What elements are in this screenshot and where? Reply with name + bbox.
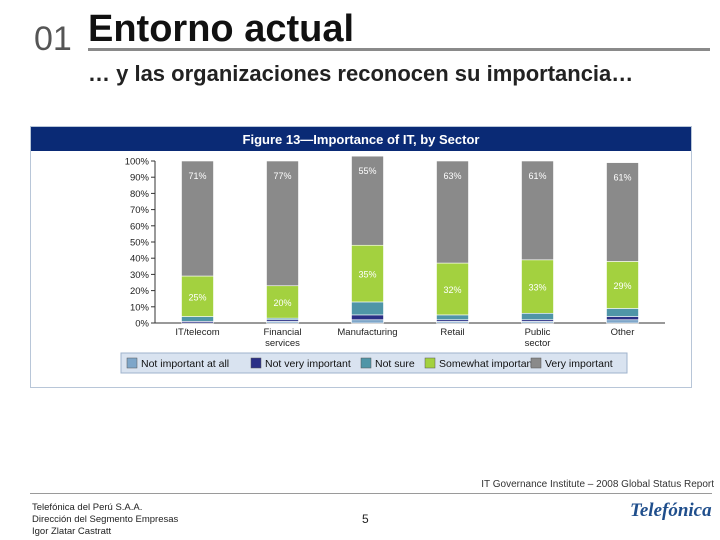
bar-segment xyxy=(181,160,214,277)
data-label: 63% xyxy=(443,171,461,181)
bar-segment xyxy=(436,314,469,321)
bar-segment xyxy=(266,160,299,287)
legend-swatch xyxy=(360,357,372,369)
bar-segment xyxy=(606,319,639,324)
legend-label: Not sure xyxy=(375,358,415,370)
x-tick-label: IT/telecom xyxy=(175,327,219,338)
footer-org-line: Telefónica del Perú S.A.A. xyxy=(32,502,143,513)
y-tick-label: 20% xyxy=(130,286,150,297)
stacked-bar-chart: Figure 13—Importance of IT, by Sector 0%… xyxy=(31,127,691,374)
y-tick-label: 70% xyxy=(130,205,150,216)
chart-frame: Figure 13—Importance of IT, by Sector 0%… xyxy=(30,126,692,388)
slide-number: 01 xyxy=(34,20,72,58)
legend-box xyxy=(120,352,628,374)
y-tick-label: 40% xyxy=(130,254,150,265)
y-tick-label: 100% xyxy=(125,157,150,168)
legend-label: Very important xyxy=(545,358,613,370)
x-tick-label: services xyxy=(265,338,300,349)
bar-segment xyxy=(351,155,384,246)
data-label: 33% xyxy=(528,283,546,293)
legend-swatch xyxy=(126,357,138,369)
title-underline xyxy=(88,48,710,51)
bar-segment xyxy=(436,160,469,264)
legend-swatch xyxy=(530,357,542,369)
data-label: 25% xyxy=(188,292,206,302)
bar-segment xyxy=(436,262,469,316)
data-label: 77% xyxy=(273,171,291,181)
bar-segment xyxy=(266,285,299,319)
data-label: 32% xyxy=(443,285,461,295)
x-tick-label: Retail xyxy=(440,327,464,338)
data-label: 29% xyxy=(613,281,631,291)
footer-organization: Telefónica del Perú S.A.A. Dirección del… xyxy=(32,502,178,538)
x-tick-label: sector xyxy=(525,338,551,349)
x-tick-label: Other xyxy=(611,327,635,338)
legend-swatch xyxy=(250,357,262,369)
y-tick-label: 90% xyxy=(130,173,150,184)
legend-label: Somewhat important xyxy=(439,358,535,370)
bar-segment xyxy=(181,316,214,322)
slide-title: Entorno actual xyxy=(88,8,355,50)
footer-org-line: Igor Zlatar Castratt xyxy=(32,526,112,537)
legend-label: Not important at all xyxy=(141,358,229,370)
y-tick-label: 50% xyxy=(130,238,150,249)
data-label: 20% xyxy=(273,298,291,308)
bar-segment xyxy=(606,316,639,321)
bar-segment xyxy=(351,314,384,321)
footer-org-line: Dirección del Segmento Empresas xyxy=(32,514,179,525)
telefonica-logo: Telefónica xyxy=(630,500,712,521)
data-label: 61% xyxy=(613,173,631,183)
slide-subtitle: … y las organizaciones reconocen su impo… xyxy=(88,61,634,86)
data-label: 55% xyxy=(358,166,376,176)
chart-title: Figure 13—Importance of IT, by Sector xyxy=(243,132,480,147)
bar-segment xyxy=(606,261,639,309)
bar-segment xyxy=(521,312,554,321)
bar-segment xyxy=(606,162,639,262)
y-tick-label: 30% xyxy=(130,270,150,281)
data-label: 61% xyxy=(528,171,546,181)
bar-segment xyxy=(521,160,554,261)
data-label: 71% xyxy=(188,171,206,181)
y-tick-label: 0% xyxy=(135,319,149,330)
legend-swatch xyxy=(424,357,436,369)
x-tick-label: Public xyxy=(525,327,551,338)
page-number: 5 xyxy=(362,512,369,526)
bar-segment xyxy=(351,244,384,303)
x-tick-label: Manufacturing xyxy=(337,327,397,338)
footer-divider xyxy=(30,493,712,494)
bar-segment xyxy=(606,308,639,317)
bar-segment xyxy=(351,301,384,316)
bar-segment xyxy=(521,259,554,314)
legend-label: Not very important xyxy=(265,358,351,370)
y-tick-label: 80% xyxy=(130,189,150,200)
x-tick-label: Financial xyxy=(263,327,301,338)
bar-segment xyxy=(351,319,384,324)
chart-title-band xyxy=(31,127,691,151)
y-tick-label: 10% xyxy=(130,302,150,313)
source-note: IT Governance Institute – 2008 Global St… xyxy=(481,479,714,490)
data-label: 35% xyxy=(358,270,376,280)
y-tick-label: 60% xyxy=(130,221,150,232)
